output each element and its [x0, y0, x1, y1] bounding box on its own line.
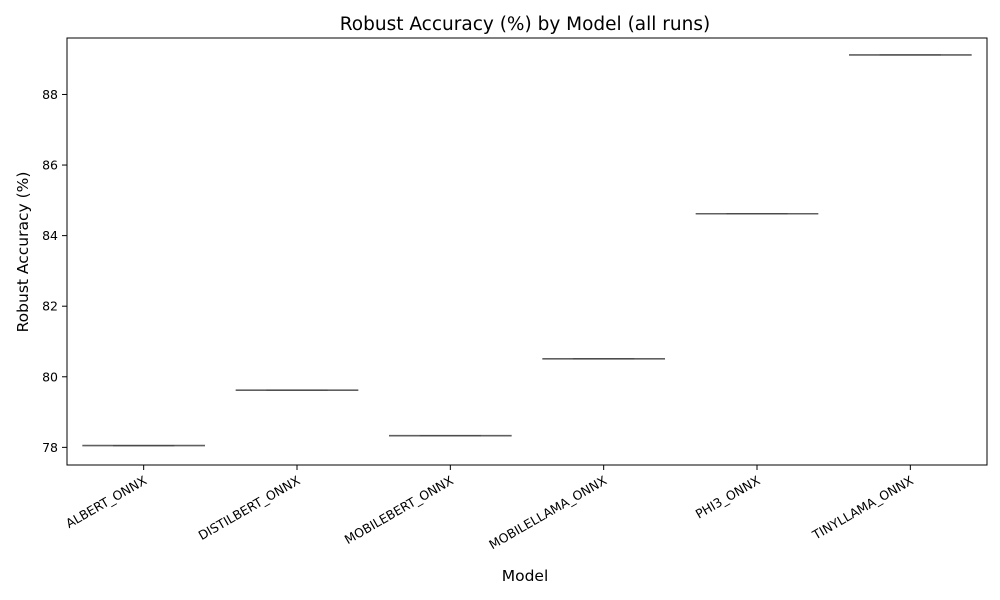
y-tick-label: 88: [42, 87, 58, 102]
x-tick-label: MOBILEBERT_ONNX: [342, 472, 456, 547]
x-axis-title: Model: [502, 567, 549, 585]
x-tick-label: TINYLLAMA_ONNX: [809, 472, 916, 543]
plot-area: [66, 37, 988, 466]
y-tick-label: 84: [42, 228, 58, 243]
y-tick-label: 86: [42, 158, 58, 173]
y-tick-label: 78: [42, 440, 58, 455]
y-tick-label: 80: [42, 369, 58, 384]
x-tick-label: ALBERT_ONNX: [63, 472, 149, 531]
box-marks: [82, 54, 972, 447]
x-tick-label: MOBILELLAMA_ONNX: [486, 472, 609, 552]
y-axis: 78 80 82 84 86 88: [42, 87, 67, 455]
y-tick-label: 82: [42, 299, 58, 314]
chart-title: Robust Accuracy (%) by Model (all runs): [340, 14, 710, 35]
x-axis: ALBERT_ONNX DISTILBERT_ONNX MOBILEBERT_ONN…: [63, 465, 916, 552]
x-tick-label: PHI3_ONNX: [693, 472, 763, 521]
x-tick-label: DISTILBERT_ONNX: [196, 472, 303, 543]
y-axis-title: Robust Accuracy (%): [14, 172, 32, 333]
